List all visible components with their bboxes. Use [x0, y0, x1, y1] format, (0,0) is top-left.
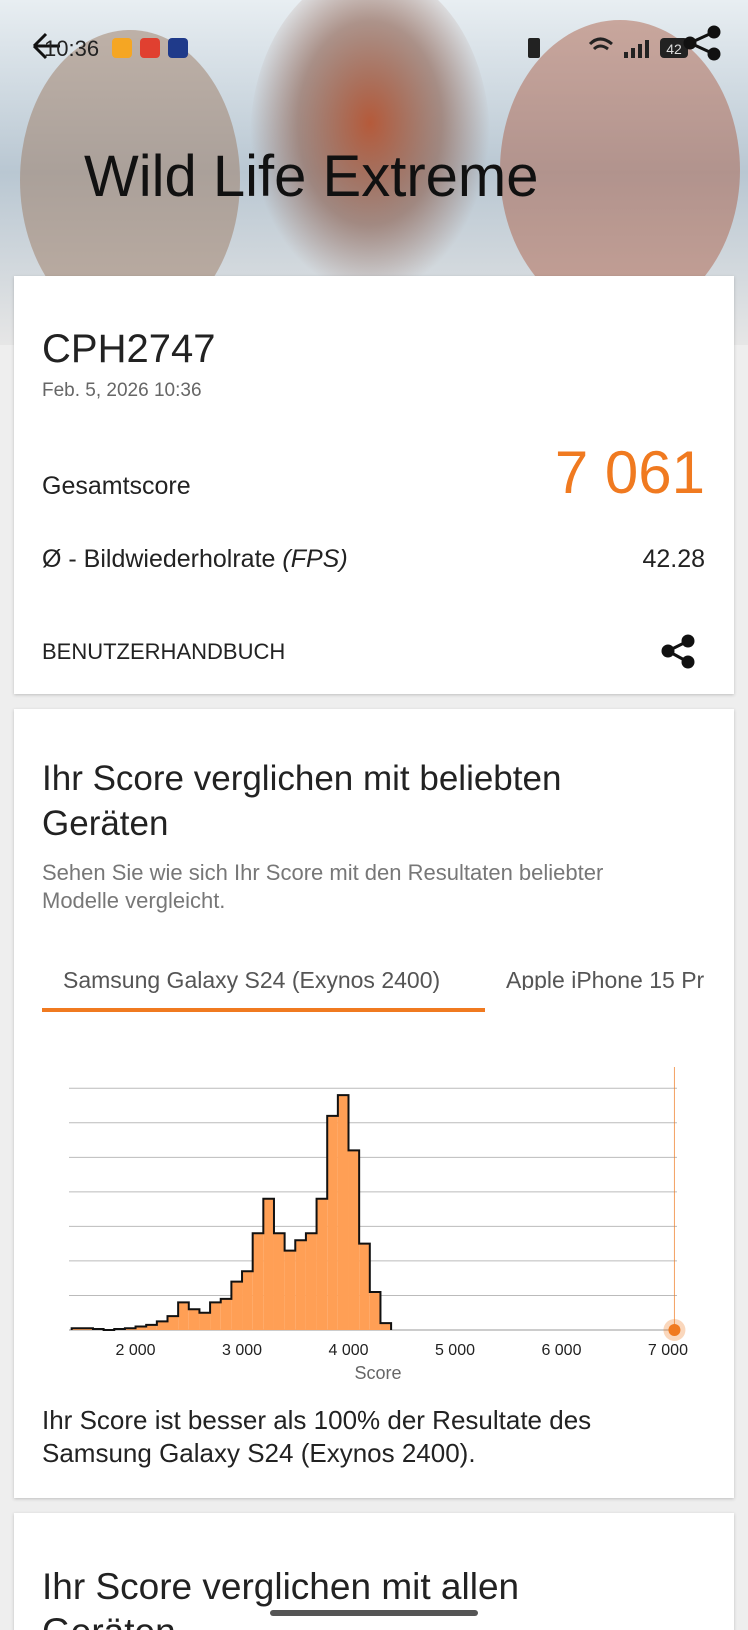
score-value: 7 061 — [555, 439, 705, 506]
histogram-bar — [316, 1198, 328, 1330]
x-tick-label: 6 000 — [541, 1342, 581, 1359]
x-axis-label: Score — [354, 1363, 401, 1383]
histogram-bar — [305, 1233, 317, 1330]
histogram-bar — [252, 1233, 264, 1330]
fps-label-text: Ø - Bildwiederholrate — [42, 545, 275, 573]
score-label: Gesamtscore — [42, 472, 191, 500]
tab-active[interactable]: Samsung Galaxy S24 (Exynos 2400) — [63, 967, 440, 993]
histogram-bar — [156, 1321, 168, 1330]
result-date: Feb. 5, 2026 10:36 — [42, 380, 202, 401]
histogram-bar — [220, 1298, 232, 1330]
histogram-bar — [178, 1302, 189, 1330]
back-button[interactable] — [32, 32, 60, 60]
comparison-subtitle: Sehen Sie wie sich Ihr Score mit den Res… — [42, 860, 603, 885]
histogram-outline — [70, 1094, 393, 1331]
battery-level: 42 — [666, 41, 682, 57]
header-art — [250, 0, 490, 310]
histogram-bar — [210, 1302, 221, 1330]
histogram-bar — [263, 1198, 274, 1330]
histogram-bar — [327, 1115, 338, 1330]
next-heading: Geräten — [42, 1611, 176, 1630]
highlight-point — [668, 1324, 681, 1336]
wifi-icon — [588, 37, 613, 51]
status-icon — [112, 38, 132, 58]
histogram-bar — [167, 1316, 179, 1330]
card-share-button[interactable] — [661, 634, 695, 669]
share-button[interactable] — [683, 25, 721, 61]
histogram-bar — [146, 1324, 157, 1330]
histogram-bar — [359, 1243, 370, 1330]
status-icon — [140, 38, 160, 58]
header-art — [20, 30, 240, 330]
tab[interactable]: Apple iPhone 15 Pr — [506, 967, 705, 993]
result-text: Samsung Galaxy S24 (Exynos 2400). — [42, 1438, 476, 1468]
status-icon — [528, 38, 540, 58]
histogram-bar — [284, 1250, 296, 1330]
x-tick-label: 2 000 — [116, 1342, 156, 1359]
comparison-card — [14, 709, 734, 1498]
histogram-bar — [348, 1150, 360, 1330]
device-name: CPH2747 — [42, 327, 215, 371]
page-title: Wild Life Extreme — [84, 144, 538, 209]
x-tick-label: 3 000 — [222, 1342, 262, 1359]
x-tick-label: 5 000 — [435, 1342, 475, 1359]
histogram-bar — [295, 1240, 306, 1330]
histogram-bar — [273, 1233, 285, 1330]
comparison-subtitle: Modelle vergleicht. — [42, 888, 225, 913]
histogram-bar — [231, 1281, 243, 1330]
home-indicator[interactable] — [270, 1610, 478, 1616]
histogram-bar — [380, 1323, 392, 1330]
manual-link[interactable]: BENUTZERHANDBUCH — [42, 639, 285, 664]
comparison-heading: Ihr Score verglichen mit beliebten — [42, 759, 561, 798]
histogram-bar — [369, 1292, 381, 1330]
status-icon — [168, 38, 188, 58]
header-art — [500, 20, 740, 320]
histogram-bar — [337, 1095, 349, 1330]
histogram-bar — [199, 1312, 211, 1330]
fps-label: Ø - Bildwiederholrate (FPS) — [42, 545, 348, 573]
signal-icon — [624, 40, 649, 58]
histogram-bar — [135, 1326, 147, 1330]
histogram-bar — [188, 1309, 200, 1330]
next-heading: Ihr Score verglichen mit allen — [42, 1566, 519, 1607]
tab-indicator — [42, 1008, 485, 1012]
result-card — [14, 276, 734, 694]
histogram-bar — [242, 1271, 253, 1330]
fps-unit: (FPS) — [282, 545, 347, 573]
histogram-chart: 2 000 3 000 4 000 5 000 6 000 7 000 Score — [69, 1067, 688, 1383]
x-tick-label: 7 000 — [648, 1342, 688, 1359]
fps-value: 42.28 — [642, 545, 705, 573]
battery-icon — [660, 38, 688, 58]
result-text: Ihr Score ist besser als 100% der Result… — [42, 1405, 591, 1435]
x-tick-label: 4 000 — [328, 1342, 368, 1359]
comparison-heading: Geräten — [42, 804, 168, 843]
status-time: 10:36 — [44, 36, 99, 61]
